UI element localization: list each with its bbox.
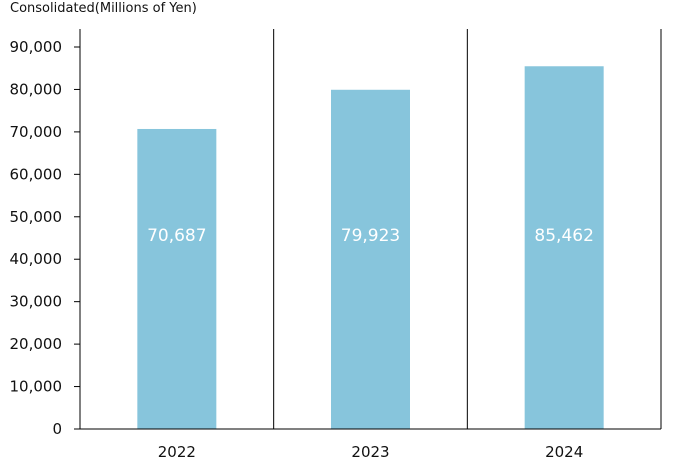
data-label-2022: 70,687 <box>147 226 206 246</box>
y-tick-label: 40,000 <box>10 250 63 268</box>
y-axis: 0 10,000 20,000 30,000 40,000 50,000 60,000 70,… <box>10 29 81 438</box>
bar-2024 <box>524 66 604 429</box>
y-tick-label: 60,000 <box>10 165 63 183</box>
data-label-2024: 85,462 <box>534 226 593 246</box>
data-label-2023: 79,923 <box>341 226 400 246</box>
y-tick-label: 50,000 <box>10 208 63 226</box>
category-dividers <box>273 29 662 429</box>
y-tick-label: 70,000 <box>10 123 63 141</box>
y-tick-label: 80,000 <box>10 80 63 98</box>
chart-title: Consolidated(Millions of Yen) <box>10 1 197 16</box>
x-axis: 2022 2023 2024 <box>80 428 661 460</box>
bars: 70,687 79,923 85,462 <box>137 66 604 429</box>
y-tick-label: 30,000 <box>10 293 63 311</box>
x-tick-label-2023: 2023 <box>351 443 389 460</box>
y-tick-label: 0 <box>52 420 62 438</box>
x-tick-label-2024: 2024 <box>545 443 583 460</box>
x-tick-label-2022: 2022 <box>158 443 196 460</box>
y-tick-label: 90,000 <box>10 38 63 56</box>
y-tick-label: 10,000 <box>10 378 63 396</box>
bar-2022 <box>137 128 217 429</box>
bar-2023 <box>331 89 410 429</box>
y-tick-label: 20,000 <box>10 335 63 353</box>
